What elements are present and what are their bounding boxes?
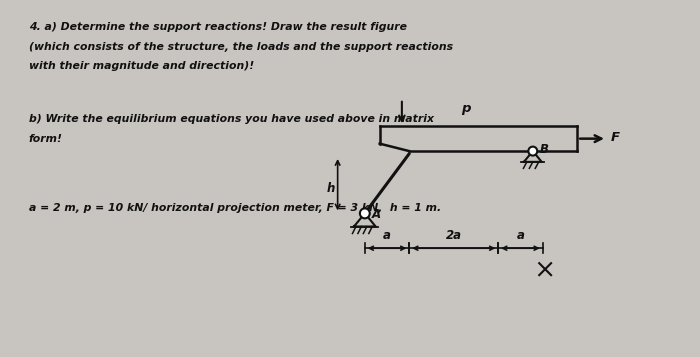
Text: B: B <box>540 143 549 156</box>
Text: a: a <box>517 229 524 242</box>
Text: form!: form! <box>29 134 63 144</box>
Text: (which consists of the structure, the loads and the support reactions: (which consists of the structure, the lo… <box>29 41 453 51</box>
Text: a: a <box>383 229 391 242</box>
Text: p: p <box>461 102 471 115</box>
Text: a = 2 m, p = 10 kN/ horizontal projection meter, F = 3 kN,  h = 1 m.: a = 2 m, p = 10 kN/ horizontal projectio… <box>29 203 441 213</box>
Circle shape <box>360 208 370 218</box>
Text: F: F <box>611 131 620 144</box>
Text: b) Write the equilibrium equations you have used above in matrix: b) Write the equilibrium equations you h… <box>29 114 434 124</box>
Text: A: A <box>372 208 382 221</box>
Circle shape <box>528 147 537 156</box>
Text: 2a: 2a <box>446 229 462 242</box>
Text: h: h <box>327 182 335 195</box>
Text: 4. a) Determine the support reactions! Draw the result figure: 4. a) Determine the support reactions! D… <box>29 22 407 32</box>
Text: with their magnitude and direction)!: with their magnitude and direction)! <box>29 61 254 71</box>
